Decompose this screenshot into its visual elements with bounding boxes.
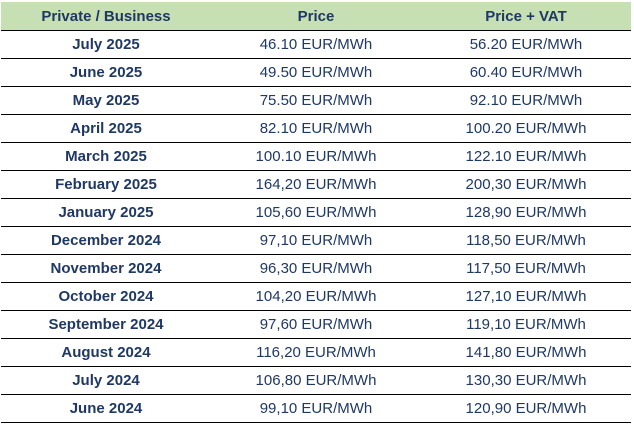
table-row: December 2024 97,10 EUR/MWh 118,50 EUR/M… (1, 226, 631, 255)
row-price: 106,80 EUR/MWh (211, 366, 421, 395)
row-price: 104,20 EUR/MWh (211, 282, 421, 311)
row-period: May 2025 (1, 86, 211, 115)
table-row: April 2025 82.10 EUR/MWh 100.20 EUR/MWh (1, 114, 631, 143)
row-price: 105,60 EUR/MWh (211, 198, 421, 227)
row-period: June 2025 (1, 58, 211, 87)
row-price-vat: 60.40 EUR/MWh (421, 58, 631, 87)
table-row: August 2024 116,20 EUR/MWh 141,80 EUR/MW… (1, 338, 631, 367)
table-row: September 2024 97,60 EUR/MWh 119,10 EUR/… (1, 310, 631, 339)
table-row: June 2025 49.50 EUR/MWh 60.40 EUR/MWh (1, 58, 631, 87)
table-header-row: Private / Business Price Price + VAT (1, 2, 631, 31)
row-period: October 2024 (1, 282, 211, 311)
row-price: 116,20 EUR/MWh (211, 338, 421, 367)
row-price-vat: 119,10 EUR/MWh (421, 310, 631, 339)
row-period: July 2025 (1, 30, 211, 59)
row-price-vat: 128,90 EUR/MWh (421, 198, 631, 227)
price-table: Private / Business Price Price + VAT Jul… (1, 2, 631, 423)
table-row: January 2025 105,60 EUR/MWh 128,90 EUR/M… (1, 198, 631, 227)
table-row: July 2025 46.10 EUR/MWh 56.20 EUR/MWh (1, 30, 631, 59)
table-row: February 2025 164,20 EUR/MWh 200,30 EUR/… (1, 170, 631, 199)
row-price-vat: 200,30 EUR/MWh (421, 170, 631, 199)
header-price-vat: Price + VAT (421, 2, 631, 31)
row-price-vat: 92.10 EUR/MWh (421, 86, 631, 115)
table-row: November 2024 96,30 EUR/MWh 117,50 EUR/M… (1, 254, 631, 283)
row-price-vat: 118,50 EUR/MWh (421, 226, 631, 255)
row-price-vat: 56.20 EUR/MWh (421, 30, 631, 59)
row-price-vat: 120,90 EUR/MWh (421, 394, 631, 423)
row-price-vat: 100.20 EUR/MWh (421, 114, 631, 143)
table-row: October 2024 104,20 EUR/MWh 127,10 EUR/M… (1, 282, 631, 311)
table-row: June 2024 99,10 EUR/MWh 120,90 EUR/MWh (1, 394, 631, 423)
row-price: 82.10 EUR/MWh (211, 114, 421, 143)
row-period: August 2024 (1, 338, 211, 367)
row-period: February 2025 (1, 170, 211, 199)
row-price: 46.10 EUR/MWh (211, 30, 421, 59)
row-price: 75.50 EUR/MWh (211, 86, 421, 115)
table-row: March 2025 100.10 EUR/MWh 122.10 EUR/MWh (1, 142, 631, 171)
row-period: January 2025 (1, 198, 211, 227)
row-price: 96,30 EUR/MWh (211, 254, 421, 283)
row-period: September 2024 (1, 310, 211, 339)
row-period: April 2025 (1, 114, 211, 143)
row-period: June 2024 (1, 394, 211, 423)
row-period: November 2024 (1, 254, 211, 283)
row-price-vat: 127,10 EUR/MWh (421, 282, 631, 311)
row-price: 164,20 EUR/MWh (211, 170, 421, 199)
row-price-vat: 117,50 EUR/MWh (421, 254, 631, 283)
row-price: 99,10 EUR/MWh (211, 394, 421, 423)
row-price-vat: 141,80 EUR/MWh (421, 338, 631, 367)
header-price: Price (211, 2, 421, 31)
row-price-vat: 122.10 EUR/MWh (421, 142, 631, 171)
row-period: March 2025 (1, 142, 211, 171)
row-price: 97,60 EUR/MWh (211, 310, 421, 339)
row-price-vat: 130,30 EUR/MWh (421, 366, 631, 395)
row-price: 100.10 EUR/MWh (211, 142, 421, 171)
table-row: July 2024 106,80 EUR/MWh 130,30 EUR/MWh (1, 366, 631, 395)
row-period: December 2024 (1, 226, 211, 255)
table-row: May 2025 75.50 EUR/MWh 92.10 EUR/MWh (1, 86, 631, 115)
row-price: 49.50 EUR/MWh (211, 58, 421, 87)
header-private-business: Private / Business (1, 2, 211, 31)
row-price: 97,10 EUR/MWh (211, 226, 421, 255)
row-period: July 2024 (1, 366, 211, 395)
